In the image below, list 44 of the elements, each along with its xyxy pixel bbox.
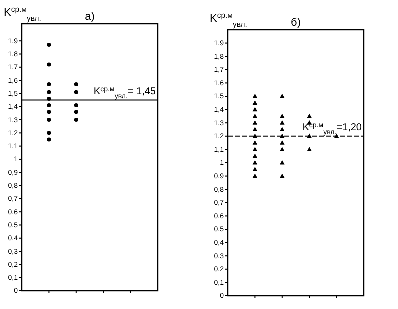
point	[47, 110, 52, 114]
point	[307, 147, 312, 152]
point	[252, 107, 258, 112]
point	[280, 114, 285, 118]
point	[280, 120, 285, 125]
point	[307, 114, 312, 118]
ref-line-label: K$^{ср.м}$$_{увл.}$= 1,45	[94, 86, 156, 100]
point	[74, 90, 78, 94]
point	[280, 140, 285, 145]
point	[280, 134, 285, 138]
point	[74, 82, 78, 87]
point	[252, 114, 258, 118]
chart-title: б)	[291, 17, 301, 29]
point	[47, 104, 52, 108]
point	[47, 138, 52, 142]
point	[47, 62, 52, 67]
point	[252, 147, 258, 152]
point	[280, 160, 285, 165]
point	[47, 82, 52, 87]
point	[47, 131, 52, 136]
point	[47, 96, 52, 101]
point	[280, 127, 285, 132]
point	[307, 134, 312, 138]
point	[252, 94, 258, 98]
point	[74, 118, 78, 122]
chart-title: а)	[85, 11, 95, 23]
point	[252, 134, 258, 138]
point	[252, 167, 258, 172]
point	[47, 90, 52, 94]
point	[252, 127, 258, 132]
point	[280, 147, 285, 152]
point	[252, 120, 258, 125]
point	[74, 110, 78, 114]
point	[47, 118, 52, 122]
point	[74, 104, 78, 108]
point	[280, 94, 285, 98]
ref-line-label: K$^{ср.м}$$_{увл.}$=1,20	[302, 122, 362, 136]
point	[47, 43, 52, 48]
point	[252, 100, 258, 105]
point	[252, 174, 258, 178]
point	[252, 140, 258, 145]
point	[280, 174, 285, 178]
point	[252, 160, 258, 165]
point	[252, 154, 258, 158]
